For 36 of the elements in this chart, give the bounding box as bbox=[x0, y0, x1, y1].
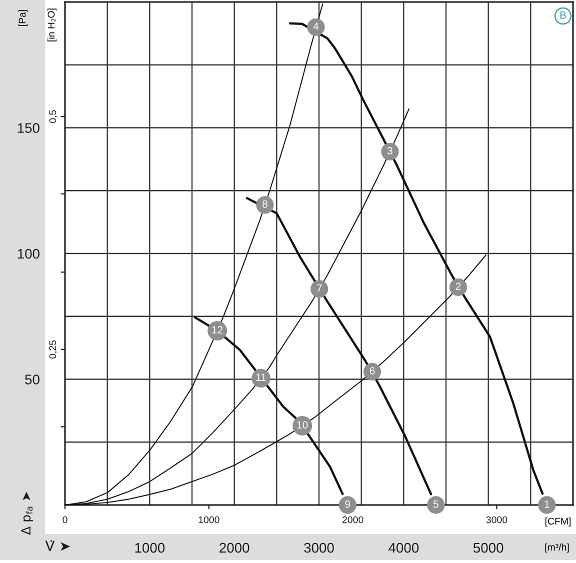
annotation: 1 bbox=[544, 500, 550, 508]
y2-axis-title: [in H₂O] bbox=[47, 8, 57, 42]
annotation: 5 bbox=[433, 500, 438, 508]
annotation: 4 bbox=[313, 22, 319, 30]
y-tick-label: 50 bbox=[25, 374, 40, 384]
text: Δ p$_{fa}$ ➤ bbox=[21, 492, 34, 535]
annotation: 12 bbox=[212, 326, 223, 334]
x-tick-label: 2000 bbox=[220, 542, 250, 553]
y2-tick-label: 0,25 bbox=[49, 340, 58, 359]
y2-tick-label: 0,5 bbox=[49, 110, 58, 123]
annotation: 9 bbox=[345, 500, 350, 508]
line-series bbox=[288, 22, 544, 495]
annotation: 8 bbox=[262, 200, 268, 208]
x-tick-label: 1000 bbox=[135, 542, 165, 553]
x2-tick-label: 2000 bbox=[342, 516, 364, 524]
annotation: 3 bbox=[387, 147, 392, 154]
y-tick-label: 150 bbox=[18, 123, 40, 133]
annotation: 11 bbox=[256, 374, 266, 381]
x-tick-label: 3000 bbox=[304, 542, 334, 553]
x2-tick-label: 0 bbox=[62, 516, 68, 524]
x2-tick-label: 3000 bbox=[486, 516, 508, 524]
x2-axis-title: [CFM] bbox=[545, 517, 571, 527]
line-series bbox=[194, 316, 344, 496]
annotation: 6 bbox=[370, 367, 375, 374]
x2-tick-label: 1000 bbox=[198, 516, 220, 524]
text: V̇ ➤ bbox=[45, 540, 70, 551]
x-tick-label: 4000 bbox=[388, 542, 419, 553]
y-axis-title: [Pa] bbox=[18, 10, 28, 26]
annotation: 2 bbox=[456, 282, 461, 290]
x-axis-title: [m³/h] bbox=[545, 543, 569, 553]
annotation: 7 bbox=[316, 284, 322, 292]
annotation: B bbox=[560, 12, 566, 19]
line-series bbox=[246, 197, 432, 496]
x-tick-label: 5000 bbox=[473, 542, 504, 553]
annotation: 10 bbox=[297, 421, 308, 429]
y-tick-label: 100 bbox=[18, 248, 40, 259]
